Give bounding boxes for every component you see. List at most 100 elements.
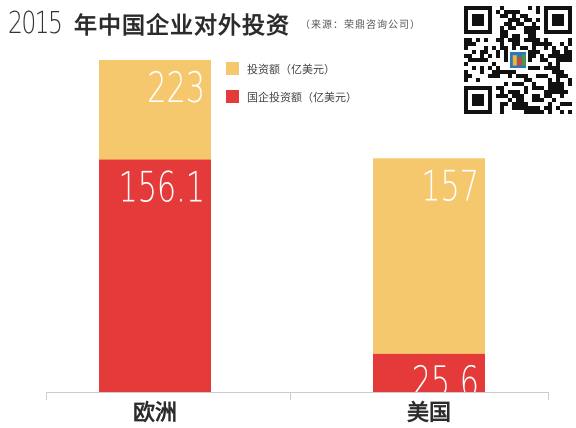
data-label-soe-1: 25.6 xyxy=(412,357,479,406)
qr-module xyxy=(560,74,564,78)
qr-module xyxy=(532,46,536,50)
qr-module xyxy=(556,70,560,74)
qr-module xyxy=(508,26,512,30)
qr-module xyxy=(524,106,528,110)
qr-module xyxy=(512,26,516,30)
qr-module xyxy=(548,78,552,82)
qr-module xyxy=(556,58,560,62)
qr-module xyxy=(560,82,564,86)
qr-module xyxy=(556,66,560,70)
qr-module xyxy=(552,14,564,26)
qr-module xyxy=(484,50,488,54)
qr-module xyxy=(528,26,532,30)
qr-module xyxy=(568,102,572,106)
qr-module xyxy=(568,58,572,62)
qr-module xyxy=(516,98,520,102)
qr-module xyxy=(548,106,552,110)
qr-module xyxy=(544,46,548,50)
qr-module xyxy=(500,30,504,34)
qr-module xyxy=(536,98,540,102)
qr-module xyxy=(536,94,540,98)
qr-module xyxy=(500,34,504,38)
qr-module xyxy=(484,58,488,62)
qr-module xyxy=(492,74,496,78)
qr-module xyxy=(532,54,536,58)
qr-module xyxy=(512,18,516,22)
bar-soe-0 xyxy=(99,159,211,392)
qr-module xyxy=(532,82,536,86)
qr-module xyxy=(552,54,556,58)
qr-module xyxy=(536,66,540,70)
qr-module xyxy=(504,82,508,86)
qr-module xyxy=(522,54,526,66)
data-label-total-1: 157 xyxy=(421,161,479,210)
qr-module xyxy=(524,74,528,78)
qr-module xyxy=(508,22,512,26)
qr-module xyxy=(560,102,564,106)
qr-module xyxy=(548,54,552,58)
qr-module xyxy=(516,74,520,78)
qr-module xyxy=(528,78,532,82)
qr-module xyxy=(568,54,572,58)
qr-module xyxy=(560,90,564,94)
qr-module xyxy=(560,54,564,58)
data-label-soe-0: 156.1 xyxy=(118,163,205,212)
qr-module xyxy=(464,54,468,58)
qr-module xyxy=(556,86,560,90)
qr-module xyxy=(560,110,564,114)
qr-module xyxy=(496,10,500,14)
qr-module xyxy=(552,50,556,54)
qr-module xyxy=(528,34,532,38)
bar-soe-1 xyxy=(373,353,485,392)
qr-module xyxy=(544,58,548,62)
qr-module xyxy=(508,90,512,94)
qr-module xyxy=(528,50,532,54)
qr-module xyxy=(484,38,488,42)
qr-module xyxy=(528,38,532,42)
qr-module xyxy=(556,74,560,78)
qr-module xyxy=(552,46,556,50)
qr-module xyxy=(504,94,508,98)
qr-module xyxy=(524,14,528,18)
qr-module xyxy=(472,94,484,106)
qr-module xyxy=(512,55,517,66)
qr-module xyxy=(556,62,560,66)
qr-module xyxy=(468,74,472,78)
qr-module xyxy=(556,90,560,94)
qr-module xyxy=(488,54,492,58)
qr-module xyxy=(568,38,572,42)
qr-module xyxy=(468,42,472,46)
qr-module xyxy=(517,57,522,66)
qr-module xyxy=(528,58,532,62)
qr-module xyxy=(500,38,504,42)
qr-module xyxy=(520,94,524,98)
qr-module xyxy=(548,94,552,98)
qr-module xyxy=(500,6,504,10)
qr-module xyxy=(468,58,472,62)
qr-module xyxy=(536,38,540,42)
qr-module xyxy=(496,86,500,90)
qr-module xyxy=(536,18,540,22)
qr-module xyxy=(500,42,504,46)
qr-module xyxy=(512,70,516,74)
qr-module xyxy=(516,90,520,94)
qr-module xyxy=(560,42,564,46)
qr-module xyxy=(536,110,540,114)
qr-module xyxy=(516,94,520,98)
title-main: 年中国企业对外投资 xyxy=(74,13,290,39)
qr-module xyxy=(472,58,476,62)
qr-module xyxy=(548,62,552,66)
qr-module xyxy=(560,86,564,90)
qr-module xyxy=(532,22,536,26)
qr-module xyxy=(532,106,536,110)
title-source: （来源：荣鼎咨询公司） xyxy=(300,20,421,31)
qr-module xyxy=(532,110,536,114)
qr-module xyxy=(552,66,556,70)
qr-module xyxy=(504,54,508,58)
qr-module xyxy=(536,42,540,46)
qr-module xyxy=(532,94,536,98)
qr-module xyxy=(564,90,568,94)
qr-module xyxy=(568,110,572,114)
qr-module xyxy=(544,66,548,70)
qr-module xyxy=(532,98,536,102)
